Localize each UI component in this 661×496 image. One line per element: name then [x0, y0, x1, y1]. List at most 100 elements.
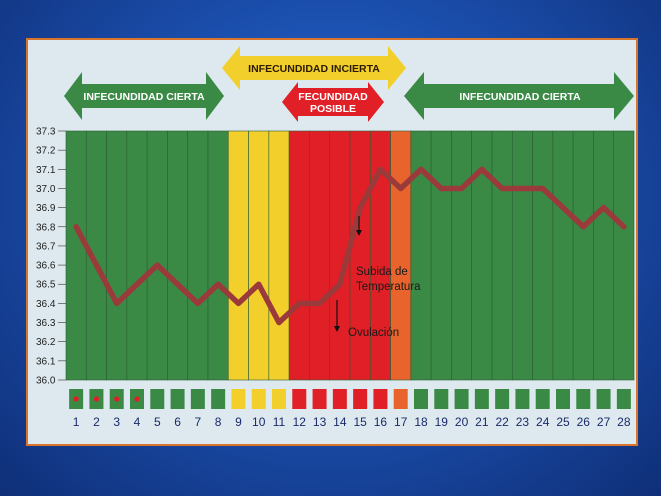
band-day-9 — [227, 130, 249, 381]
day-box-19 — [434, 389, 449, 409]
menstruation-dot — [93, 396, 100, 402]
day-box-23 — [515, 389, 530, 409]
band-day-20 — [451, 130, 473, 381]
day-label: 21 — [475, 415, 489, 429]
band-day-24 — [532, 130, 554, 381]
day-label: 5 — [154, 415, 161, 429]
day-label: 23 — [516, 415, 530, 429]
label-infecundidad-incierta: INFECUNDIDAD INCIERTA — [248, 63, 380, 75]
band-day-11 — [268, 130, 290, 381]
day-label: 17 — [394, 415, 408, 429]
band-day-25 — [552, 130, 574, 381]
day-label: 12 — [293, 415, 307, 429]
y-tick-label: 36.7 — [36, 241, 56, 252]
y-tick-label: 36.8 — [36, 222, 56, 233]
band-day-1 — [65, 130, 87, 381]
day-label: 6 — [174, 415, 181, 429]
y-tick-label: 37.1 — [36, 165, 56, 176]
day-boxes: 1 2 3 4 5 6 7 8 9 10 11 12 13 14 15 16 17 18 19 20 21 22 23 24 2… — [69, 389, 631, 429]
y-axis: 36.0 36.1 36.2 36.3 36.4 36.5 36.6 36.7 36.8 36.9… — [36, 127, 66, 387]
day-label: 13 — [313, 415, 327, 429]
day-label: 27 — [597, 415, 611, 429]
band-day-8 — [207, 130, 229, 381]
band-day-23 — [511, 130, 533, 381]
day-label: 2 — [93, 415, 100, 429]
day-label: 20 — [455, 415, 469, 429]
day-box-21 — [474, 389, 489, 409]
arrow-infecundidad-cierta-right — [404, 72, 634, 120]
menstruation-dot — [73, 396, 79, 402]
day-box-16 — [373, 389, 388, 409]
arrow-subida-head — [356, 230, 362, 236]
day-box-14 — [332, 389, 347, 409]
day-label: 19 — [435, 415, 449, 429]
day-box-17 — [393, 389, 408, 409]
y-tick-label: 36.6 — [36, 261, 56, 272]
y-tick-label: 37.3 — [36, 127, 56, 138]
day-box-25 — [556, 389, 570, 409]
menstruation-dot — [114, 396, 120, 402]
day-box-18 — [414, 389, 428, 409]
band-day-26 — [572, 130, 594, 381]
day-label: 4 — [134, 415, 141, 429]
day-label: 28 — [617, 415, 631, 429]
arrow-fecundidad-posible — [282, 82, 384, 122]
day-label: 14 — [333, 415, 347, 429]
y-tick-label: 36.4 — [36, 299, 56, 310]
menstruation-dot — [134, 396, 140, 402]
y-tick-label: 36.9 — [36, 203, 56, 214]
label-infecundidad-cierta-right: INFECUNDIDAD CIERTA — [459, 91, 581, 103]
band-day-22 — [491, 130, 513, 381]
day-box-11 — [272, 389, 286, 409]
y-tick-label: 36.1 — [36, 356, 56, 367]
day-label: 16 — [374, 415, 388, 429]
day-box-6 — [170, 389, 185, 409]
day-box-12 — [292, 389, 307, 409]
band-day-10 — [248, 130, 270, 381]
day-label: 7 — [195, 415, 202, 429]
day-box-15 — [353, 389, 368, 409]
y-tick-label: 37.2 — [36, 146, 56, 157]
day-box-8 — [211, 389, 226, 409]
day-bands — [65, 130, 635, 381]
day-box-10 — [251, 389, 266, 409]
day-box-9 — [231, 389, 246, 409]
y-tick-label: 36.5 — [36, 280, 56, 291]
temperature-line — [73, 166, 627, 326]
day-label: 18 — [414, 415, 428, 429]
band-day-28 — [613, 130, 635, 381]
arrow-infecundidad-cierta-left — [64, 72, 224, 120]
band-day-19 — [430, 130, 452, 381]
band-day-3 — [106, 130, 128, 381]
y-tick-label: 37.0 — [36, 184, 56, 195]
day-label: 10 — [252, 415, 266, 429]
day-label: 3 — [113, 415, 120, 429]
day-label: 1 — [73, 415, 80, 429]
day-label: 26 — [577, 415, 591, 429]
band-day-17 — [390, 130, 412, 381]
annotations: Subida de Temperatura Ovulación — [334, 216, 421, 339]
y-tick-label: 36.2 — [36, 337, 56, 348]
label-infecundidad-cierta-left: INFECUNDIDAD CIERTA — [83, 91, 205, 103]
label-fecundidad-posible-2: POSIBLE — [310, 103, 356, 115]
band-day-6 — [167, 130, 189, 381]
annot-ovulacion: Ovulación — [348, 327, 399, 339]
band-day-13 — [309, 130, 331, 381]
band-day-4 — [126, 130, 148, 381]
day-label: 8 — [215, 415, 222, 429]
arrow-infecundidad-incierta — [222, 46, 406, 90]
day-box-24 — [535, 389, 550, 409]
band-day-7 — [187, 130, 209, 381]
day-label: 22 — [495, 415, 509, 429]
day-box-26 — [576, 389, 591, 409]
day-label: 24 — [536, 415, 550, 429]
day-label: 25 — [556, 415, 570, 429]
annot-subida-2: Temperatura — [356, 281, 421, 293]
arrow-ovulacion-head — [334, 326, 340, 332]
day-label: 11 — [273, 415, 286, 429]
annot-subida-1: Subida de — [356, 266, 408, 278]
day-label: 15 — [353, 415, 367, 429]
day-box-13 — [312, 389, 327, 409]
band-day-15 — [349, 130, 371, 381]
